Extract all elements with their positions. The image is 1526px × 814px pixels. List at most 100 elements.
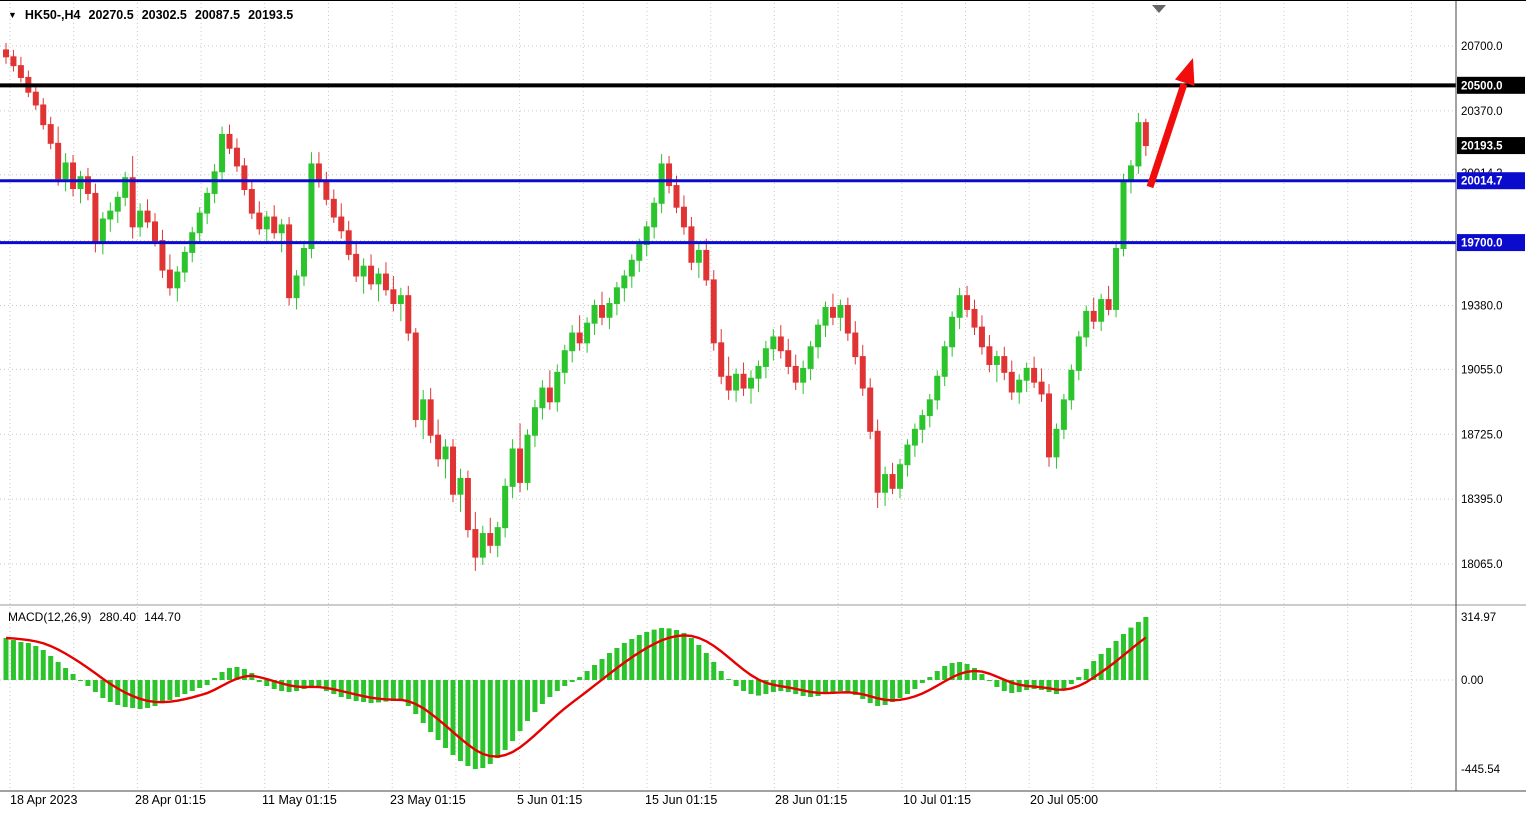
macd-histogram-bar: [376, 680, 381, 703]
candle-up: [219, 133, 226, 173]
macd-histogram-bar: [1106, 648, 1112, 680]
candle-down: [70, 162, 77, 190]
macd-histogram-bar: [815, 680, 821, 696]
candle-down: [517, 448, 524, 483]
date-label: 10 Jul 01:15: [903, 793, 971, 807]
candle-down: [405, 295, 412, 334]
macd-histogram-bar: [398, 680, 404, 701]
candle-down: [271, 216, 278, 234]
symbol-period-label: HK50-,H4: [24, 8, 81, 22]
candle-up: [1120, 181, 1127, 249]
macd-histogram-bar: [785, 680, 791, 692]
macd-histogram-bar: [115, 680, 121, 705]
candle-down: [427, 399, 434, 436]
candle-up: [815, 324, 822, 348]
candle-down: [792, 365, 799, 383]
candle-down: [3, 49, 9, 58]
trend-arrow: [1146, 58, 1195, 189]
macd-histogram-bar: [472, 680, 478, 770]
ohlc-high-value: 20302.5: [141, 8, 187, 22]
macd-histogram-bar: [1121, 634, 1126, 680]
candle-down: [718, 342, 725, 377]
candle-down: [889, 474, 896, 489]
candle-up: [211, 171, 218, 194]
candle-down: [867, 387, 874, 432]
candle-up: [904, 444, 911, 466]
macd-histogram-bar: [681, 633, 687, 680]
candle-up: [263, 216, 270, 230]
candle-up: [77, 176, 84, 190]
macd-histogram-bar: [606, 653, 612, 680]
candle-down: [673, 185, 680, 208]
macd-histogram-bar: [308, 680, 314, 686]
macd-histogram-bar: [882, 680, 888, 705]
candle-down: [315, 163, 322, 183]
macd-histogram-bar: [875, 680, 881, 706]
candle-down: [412, 332, 419, 421]
candle-down: [1046, 393, 1052, 458]
macd-signal-line: [5, 634, 1147, 758]
candle-up: [181, 251, 188, 273]
macd-histogram-bar: [1076, 677, 1082, 680]
candle-up: [1075, 336, 1082, 371]
candle-up: [420, 399, 427, 421]
candle-down: [129, 177, 136, 228]
candle-up: [554, 371, 561, 403]
macd-histogram-bar: [167, 680, 173, 700]
macd-histogram-bar: [547, 680, 553, 697]
candle-up: [800, 367, 807, 383]
candle-up: [643, 226, 650, 246]
macd-histogram-bar: [584, 671, 590, 680]
macd-histogram-bar: [323, 680, 329, 691]
price-badge: [1457, 234, 1525, 252]
macd-axis-label: -445.54: [1461, 764, 1501, 776]
macd-histogram-bar: [554, 680, 560, 691]
candle-up: [1023, 367, 1030, 381]
symbol-dropdown-icon[interactable]: ▼: [8, 9, 17, 20]
macd-histogram-bar: [1039, 680, 1045, 690]
candle-up: [107, 210, 114, 220]
macd-histogram-bar: [3, 638, 9, 680]
candle-down: [844, 304, 851, 334]
price-axis-label: 20370.0: [1461, 106, 1503, 118]
candle-down: [978, 326, 985, 348]
candle-down: [1090, 310, 1097, 322]
price-badge-value: 20014.7: [1461, 176, 1503, 188]
macd-histogram-bar: [457, 680, 463, 761]
candle-down: [152, 221, 158, 242]
candle-up: [122, 177, 129, 198]
macd-histogram-bar: [659, 628, 665, 680]
candle-up: [1060, 399, 1067, 430]
candle-down: [286, 224, 293, 299]
macd-histogram-bar: [182, 680, 188, 694]
macd-histogram-bar: [599, 659, 605, 680]
candle-up: [636, 244, 643, 261]
macd-histogram-bar: [890, 680, 896, 702]
macd-histogram-bar: [532, 680, 538, 712]
macd-histogram-bar: [33, 646, 39, 680]
macd-histogram-bar: [1009, 680, 1015, 693]
macd-histogram-bar: [1091, 661, 1097, 680]
candle-up: [457, 477, 464, 495]
macd-histogram-bar: [755, 680, 761, 696]
candle-down: [680, 206, 687, 228]
macd-histogram-bar: [934, 671, 940, 680]
price-axis-label: 20700.0: [1461, 41, 1503, 53]
date-label: 23 May 01:15: [390, 793, 466, 807]
macd-histogram-bar: [331, 680, 337, 694]
candle-up: [531, 407, 538, 436]
candle-up: [502, 485, 509, 529]
macd-histogram-bar: [10, 640, 16, 680]
candle-up: [695, 249, 702, 263]
macd-histogram: [3, 617, 1149, 770]
candles: [3, 43, 1149, 571]
candle-down: [166, 269, 173, 289]
candle-down: [10, 56, 17, 67]
candle-up: [658, 163, 665, 204]
macd-histogram-bar: [800, 680, 806, 696]
macd-histogram-bar: [986, 680, 992, 681]
candle-up: [755, 365, 762, 379]
macd-histogram-bar: [629, 639, 635, 680]
macd-histogram-bar: [219, 672, 225, 680]
